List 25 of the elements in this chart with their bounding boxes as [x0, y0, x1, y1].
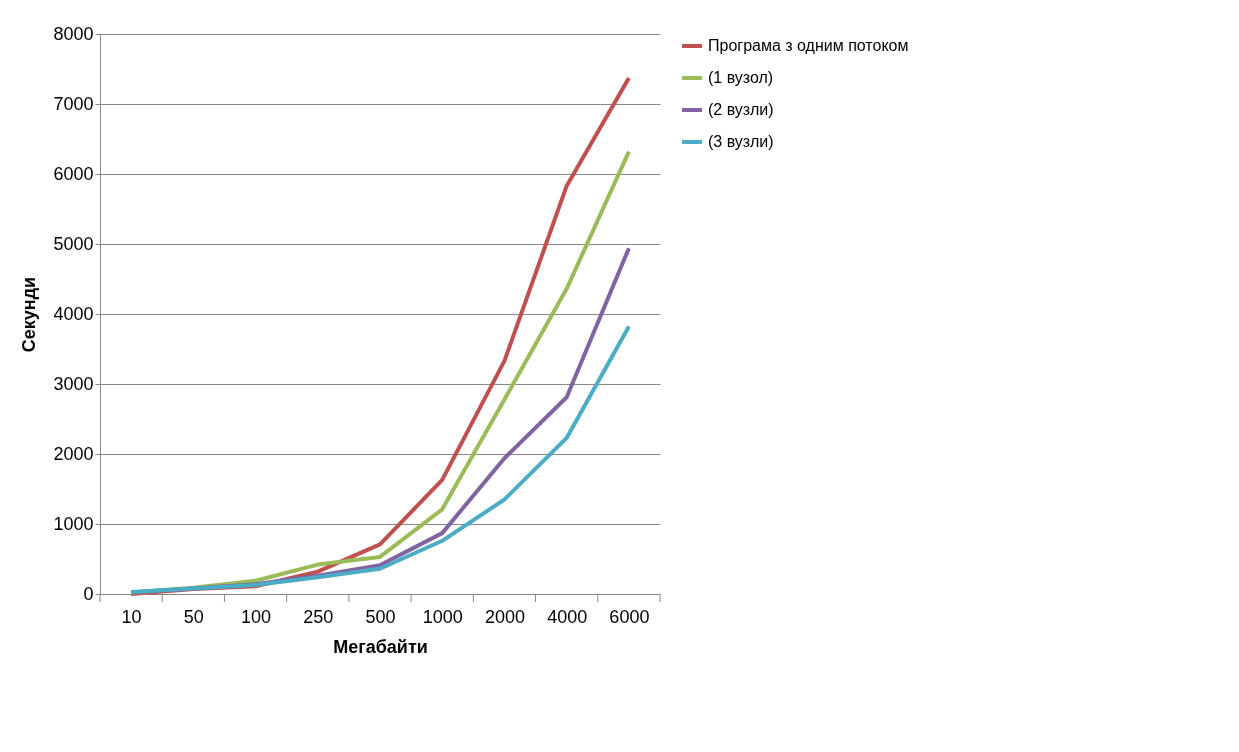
x-axis-title: Мегабайти: [333, 636, 428, 657]
x-tick-label: 100: [241, 606, 272, 627]
legend-label: (3 вузли): [708, 133, 774, 150]
y-tick-label: 1000: [53, 513, 94, 534]
legend-label: Програма з одним потоком: [708, 37, 909, 54]
y-tick-label: 6000: [53, 163, 94, 184]
y-tick-label: 2000: [53, 443, 94, 464]
y-tick-label: 4000: [53, 303, 94, 324]
y-tick-label: 3000: [53, 373, 94, 394]
x-tick-label: 4000: [547, 606, 588, 627]
x-tick-label: 10: [121, 606, 142, 627]
x-tick-label: 6000: [609, 606, 650, 627]
y-tick-label: 7000: [53, 93, 94, 114]
legend-label: (1 вузол): [708, 69, 774, 86]
y-tick-label: 8000: [53, 23, 94, 44]
y-tick-label: 5000: [53, 233, 94, 254]
line-series: [129, 324, 631, 594]
x-tick-label: 1000: [422, 606, 463, 627]
y-axis-title: Секунди: [19, 276, 40, 353]
legend-label: (2 вузли): [708, 101, 774, 118]
x-tick-label: 50: [183, 606, 204, 627]
x-tick-label: 2000: [484, 606, 525, 627]
x-tick-label: 250: [303, 606, 334, 627]
x-tick-label: 500: [365, 606, 396, 627]
y-tick-label: 0: [83, 583, 94, 604]
